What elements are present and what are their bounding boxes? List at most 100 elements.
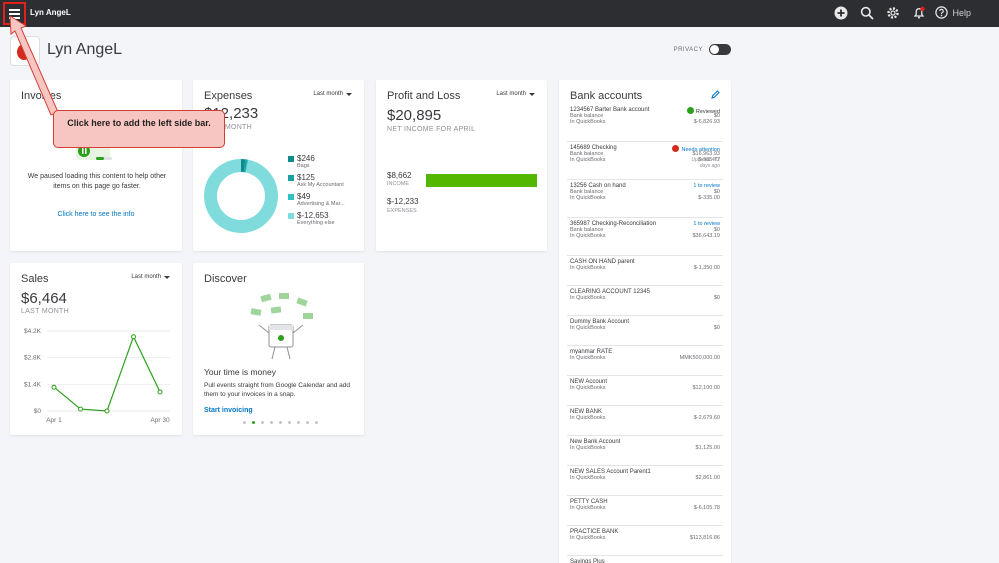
carousel-dot[interactable] [270, 421, 273, 424]
page-title: Lyn AngeL [47, 41, 123, 58]
carousel-dot[interactable] [315, 421, 318, 424]
profit-loss-title: Profit and Loss [387, 90, 461, 102]
balance-label: In QuickBooks [570, 385, 606, 391]
start-invoicing-link[interactable]: Start invoicing [204, 407, 253, 414]
help-icon [935, 6, 949, 19]
bank-account-row[interactable]: Dummy Bank Account In QuickBooks $0 [570, 319, 720, 331]
bank-account-row[interactable]: PRACTICE BANK In QuickBooks $113,816.86 [570, 529, 720, 541]
balance-amount: $-1,350.00 [693, 265, 720, 271]
carousel-dot[interactable] [279, 421, 282, 424]
plus-icon[interactable] [833, 5, 849, 21]
profit-loss-period-dropdown[interactable]: Last month [496, 91, 535, 97]
bank-account-row[interactable]: NEW Account In QuickBooks $12,100.00 [570, 379, 720, 391]
bank-account-row[interactable]: New Bank Account In QuickBooks $1,125.00 [570, 439, 720, 451]
bank-account-status[interactable]: Needs attention [672, 145, 720, 153]
balance-amount: $-985.77 [698, 157, 720, 163]
donut-slice[interactable] [204, 159, 278, 233]
bank-account-row[interactable]: 145689 Checking Needs attention Bank balan… [570, 145, 720, 169]
bank-account-row[interactable]: CLEARING ACCOUNT 12345 In QuickBooks $0 [570, 289, 720, 301]
legend-item[interactable]: $125 Ask My Accountant [288, 173, 345, 188]
legend-item[interactable]: $-12,653 Everything else [288, 211, 345, 226]
carousel-dot[interactable] [297, 421, 300, 424]
divider [567, 555, 723, 556]
sales-point[interactable] [104, 408, 110, 414]
divider [567, 141, 723, 142]
expenses-legend: $246 Bags $125 Ask My Accountant $49 Advertis… [288, 154, 345, 230]
balance-label: Bank balance [570, 151, 604, 157]
balance-amount: $0 [713, 227, 720, 233]
profit-loss-card: Profit and Loss Last month $20,895 NET I… [376, 80, 547, 251]
discover-card: Discover Your time is money Pull events … [193, 263, 364, 435]
divider [567, 315, 723, 316]
bank-account-row[interactable]: NEW BANK In QuickBooks $-2,679.60 [570, 409, 720, 421]
carousel-dot[interactable] [288, 421, 291, 424]
bank-account-name: myanmar RATE [570, 349, 613, 355]
sales-period-dropdown[interactable]: Last month [131, 274, 170, 280]
expenses-label: EXPENSES [387, 208, 417, 214]
bank-account-name: CASH ON HAND parent [570, 259, 635, 265]
bank-account-row[interactable]: NEW SALES Account Parent1 In QuickBooks $2… [570, 469, 720, 481]
expenses-card: Expenses Last month $12,233 LAST MONTH $… [193, 80, 364, 251]
bank-account-status[interactable]: Reviewed [686, 107, 720, 115]
bank-balance-line: In QuickBooks $36,643.19 [570, 233, 720, 239]
x-tick-label: Apr 1 [46, 417, 62, 424]
balance-label: In QuickBooks [570, 415, 606, 421]
sales-point[interactable] [51, 384, 57, 390]
y-tick-label: $2.8K [24, 355, 42, 362]
balance-label: In QuickBooks [570, 195, 606, 201]
divider [567, 217, 723, 218]
privacy-toggle[interactable] [709, 44, 731, 55]
menu-icon [9, 8, 20, 11]
bank-balance-line: In QuickBooks $0 [570, 295, 720, 301]
legend-item[interactable]: $246 Bags [288, 154, 345, 169]
expenses-period-dropdown[interactable]: Last month [313, 91, 352, 97]
income-bar[interactable] [426, 174, 537, 187]
bank-account-row[interactable]: 365987 Checking-Reconciliation 1 to revie… [570, 221, 720, 239]
legend-value: $49 [297, 192, 311, 201]
sales-point[interactable] [78, 406, 83, 412]
bank-account-row[interactable]: 1234567 Barter Bank account Reviewed Bank … [570, 107, 720, 125]
bank-account-status[interactable]: 1 to review [693, 183, 720, 189]
search-icon[interactable] [859, 5, 875, 21]
carousel-dots [243, 421, 318, 424]
bank-account-row[interactable]: Savings Plus [570, 559, 720, 563]
bank-balance-line: In QuickBooks $-6,826.93 [570, 119, 720, 125]
sales-point[interactable] [157, 389, 163, 395]
dashboard-header: Lyn AngeL PRIVACY [10, 36, 731, 66]
legend-item[interactable]: $49 Advertising & Mar... [288, 192, 345, 207]
bank-balance-line: In QuickBooks $-1,350.00 [570, 265, 720, 271]
bank-account-name: CLEARING ACCOUNT 12345 [570, 289, 650, 295]
sales-card: Sales Last month $6,464 LAST MONTH $0 $1.… [10, 263, 182, 435]
status-text: Reviewed [695, 109, 720, 115]
bank-balance-line: In QuickBooks $-6,105.78 [570, 505, 720, 511]
bell-icon[interactable] [911, 5, 927, 21]
donut-slice[interactable] [241, 159, 246, 173]
balance-amount: $16,963.93 [692, 151, 720, 157]
income-label: INCOME [387, 181, 409, 187]
pencil-icon[interactable] [711, 90, 720, 99]
legend-swatch [288, 175, 294, 181]
invoices-see-info-link[interactable]: Click here to see the info [57, 211, 135, 218]
y-tick-label: $1.4K [24, 381, 42, 388]
carousel-dot[interactable] [306, 421, 309, 424]
bank-account-status[interactable]: 1 to review [693, 221, 720, 227]
balance-amount: $-6,105.78 [693, 505, 720, 511]
sales-point[interactable] [131, 334, 136, 340]
help-button[interactable]: Help [935, 6, 971, 19]
gear-icon[interactable] [885, 5, 901, 21]
sales-line [53, 335, 161, 412]
bank-account-row[interactable]: myanmar RATE In QuickBooks MMK500,000.00 [570, 349, 720, 361]
bank-balance-line: In QuickBooks $2,861.00 [570, 475, 720, 481]
balance-amount: MMK500,000.00 [679, 355, 720, 361]
bank-account-row[interactable]: 13256 Cash on hand 1 to review Bank balanc… [570, 183, 720, 201]
bank-account-row[interactable]: CASH ON HAND parent In QuickBooks $-1,350.… [570, 259, 720, 271]
expenses-title: Expenses [204, 90, 253, 102]
bank-account-row[interactable]: PETTY CASH In QuickBooks $-6,105.78 [570, 499, 720, 511]
bank-account-name: 13256 Cash on hand [570, 183, 626, 189]
bank-account-name: 365987 Checking-Reconciliation [570, 221, 657, 227]
donut-slice[interactable] [245, 159, 249, 173]
donut-slice[interactable] [243, 159, 248, 173]
carousel-dot[interactable] [261, 421, 264, 424]
carousel-dot[interactable] [243, 421, 246, 424]
carousel-dot[interactable] [252, 421, 255, 424]
